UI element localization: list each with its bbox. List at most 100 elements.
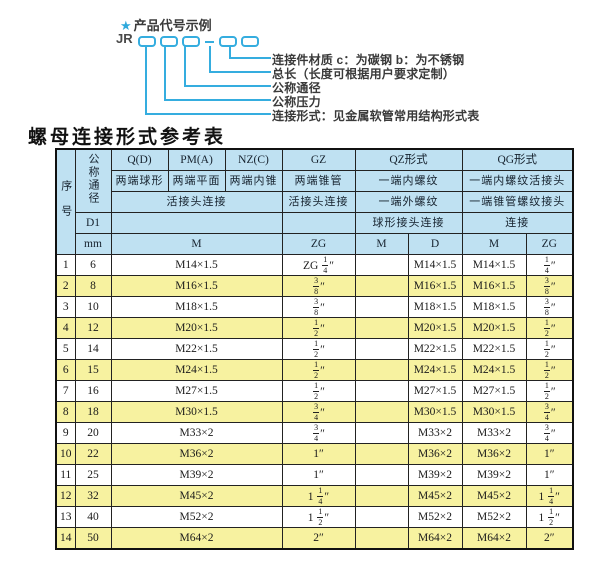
cell-mm: 18 — [74, 401, 112, 423]
table-body: 1 6 M14×1.5 ZG 1 4 ″ M14×1.5 M14×1.5 1 4 ″ 2 8 M16×1.… — [55, 254, 574, 550]
code-label-length: 总长（长度可根据用户要求定制） — [272, 67, 456, 81]
table-row: 7 16 M27×1.5 1 2 ″ M27×1.5 M27×1.5 1 2 ″ — [55, 380, 574, 402]
header-col-nz: NZ(C) — [224, 148, 283, 171]
cell-qg-m: M52×2 — [461, 506, 527, 528]
code-box-1 — [138, 36, 156, 47]
cell-qg-zg: 1″ — [525, 443, 574, 465]
cell-qg-zg: 1 1 2 ″ — [525, 506, 574, 528]
cell-m-thread: M14×1.5 — [110, 254, 283, 276]
cell-qz-d: M14×1.5 — [407, 254, 463, 276]
cell-qz-m — [354, 443, 409, 465]
cell-qg-zg: 1 1 4 ″ — [525, 485, 574, 507]
cell-qg-m: M18×1.5 — [461, 296, 527, 318]
cell-m-thread: M36×2 — [110, 443, 283, 465]
cell-zg: 3 4 ″ — [281, 422, 356, 444]
header-q-desc: 两端球形 — [110, 170, 169, 192]
cell-qg-m: M64×2 — [461, 527, 527, 550]
cell-qg-m: M33×2 — [461, 422, 527, 444]
header-col-qg: QG形式 — [461, 148, 574, 171]
cell-qg-zg: 2″ — [525, 527, 574, 550]
cell-no: 13 — [55, 506, 76, 528]
header-blank-gz — [281, 212, 356, 234]
cell-qz-m — [354, 317, 409, 339]
header-col-pm: PM(A) — [167, 148, 226, 171]
cell-mm: 12 — [74, 317, 112, 339]
header-pm-desc: 两端平面 — [167, 170, 226, 192]
cell-qz-m — [354, 485, 409, 507]
table-header: 序号 公称通径 Q(D) PM(A) NZ(C) GZ QZ形式 QG形式 两端… — [55, 148, 574, 255]
cell-qz-m — [354, 254, 409, 276]
code-prefix: JR — [116, 31, 133, 46]
cell-qg-m: M27×1.5 — [461, 380, 527, 402]
connector-line-3 — [184, 46, 271, 87]
table-row: 5 14 M22×1.5 1 2 ″ M22×1.5 M22×1.5 1 2 ″ — [55, 338, 574, 360]
header-gz-desc: 两端锥管 — [281, 170, 356, 192]
cell-qz-d: M20×1.5 — [407, 317, 463, 339]
table-row: 10 22 M36×2 1″ M36×2 M36×2 1″ — [55, 443, 574, 465]
cell-qg-zg: 3 4 ″ — [525, 422, 574, 444]
header-nominal-diameter: 公称通径 — [74, 148, 112, 213]
cell-mm: 16 — [74, 380, 112, 402]
code-label-connection: 连接形式：见金属软管常用结构形式表 — [272, 109, 480, 123]
code-box-2 — [160, 36, 178, 47]
cell-qz-d: M39×2 — [407, 464, 463, 486]
cell-qg-zg: 1 2 ″ — [525, 338, 574, 360]
header-d1: D1 — [74, 212, 112, 234]
cell-mm: 10 — [74, 296, 112, 318]
header-col-qz: QZ形式 — [354, 148, 463, 171]
header-col-q: Q(D) — [110, 148, 169, 171]
cell-qz-d: M18×1.5 — [407, 296, 463, 318]
cell-qz-m — [354, 275, 409, 297]
header-seq: 序号 — [55, 148, 76, 255]
cell-zg: 3 4 ″ — [281, 401, 356, 423]
cell-qg-m: M36×2 — [461, 443, 527, 465]
cell-qg-m: M24×1.5 — [461, 359, 527, 381]
cell-qz-d: M30×1.5 — [407, 401, 463, 423]
cell-m-thread: M39×2 — [110, 464, 283, 486]
cell-m-thread: M33×2 — [110, 422, 283, 444]
cell-mm: 40 — [74, 506, 112, 528]
code-dash — [205, 40, 214, 43]
cell-mm: 22 — [74, 443, 112, 465]
header-qg-desc1: 一端内螺纹活接头 — [461, 170, 574, 192]
cell-qz-m — [354, 296, 409, 318]
star-icon: ★ — [120, 18, 132, 33]
table-row: 3 10 M18×1.5 3 8 ″ M18×1.5 M18×1.5 3 8 ″ — [55, 296, 574, 318]
cell-zg: 2″ — [281, 527, 356, 550]
cell-qz-d: M52×2 — [407, 506, 463, 528]
cell-m-thread: M30×1.5 — [110, 401, 283, 423]
cell-mm: 15 — [74, 359, 112, 381]
cell-qz-d: M16×1.5 — [407, 275, 463, 297]
cell-no: 1 — [55, 254, 76, 276]
cell-zg: 1 2 ″ — [281, 317, 356, 339]
table-row: 9 20 M33×2 3 4 ″ M33×2 M33×2 3 4 ″ — [55, 422, 574, 444]
cell-mm: 14 — [74, 338, 112, 360]
cell-qz-m — [354, 359, 409, 381]
cell-zg: ZG 1 4 ″ — [281, 254, 356, 276]
cell-qg-zg: 1 2 ″ — [525, 317, 574, 339]
cell-qz-m — [354, 422, 409, 444]
cell-mm: 20 — [74, 422, 112, 444]
table-row: 11 25 M39×2 1″ M39×2 M39×2 1″ — [55, 464, 574, 486]
header-blank-left — [110, 212, 283, 234]
code-box-3 — [182, 36, 200, 47]
cell-qz-d: M33×2 — [407, 422, 463, 444]
cell-zg: 1 2 ″ — [281, 338, 356, 360]
cell-mm: 50 — [74, 527, 112, 550]
nut-connection-table: 序号 公称通径 Q(D) PM(A) NZ(C) GZ QZ形式 QG形式 两端… — [55, 148, 574, 550]
header-col-gz: GZ — [281, 148, 356, 171]
cell-m-thread: M18×1.5 — [110, 296, 283, 318]
connector-line-4 — [164, 46, 271, 101]
cell-qz-m — [354, 506, 409, 528]
code-box-5 — [241, 36, 259, 47]
cell-qg-m: M20×1.5 — [461, 317, 527, 339]
code-label-material: 连接件材质 c：为碳钢 b：为不锈钢 — [272, 53, 465, 67]
cell-qg-m: M39×2 — [461, 464, 527, 486]
cell-qz-m — [354, 527, 409, 550]
table-row: 13 40 M52×2 1 1 2 ″ M52×2 M52×2 1 1 2 ″ — [55, 506, 574, 528]
cell-no: 10 — [55, 443, 76, 465]
cell-no: 4 — [55, 317, 76, 339]
cell-no: 9 — [55, 422, 76, 444]
reference-table: 序号 公称通径 Q(D) PM(A) NZ(C) GZ QZ形式 QG形式 两端… — [55, 148, 574, 550]
cell-m-thread: M24×1.5 — [110, 359, 283, 381]
